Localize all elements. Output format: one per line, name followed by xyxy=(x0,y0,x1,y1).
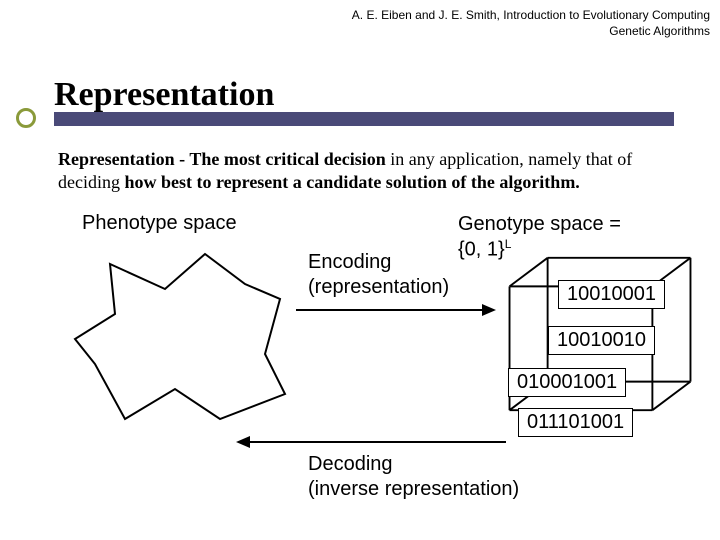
encoding-line1: Encoding xyxy=(308,251,391,273)
title-bullet-ring xyxy=(16,108,36,128)
cube-edge xyxy=(510,258,548,287)
decoding-line1: Decoding xyxy=(308,453,393,475)
phenotype-label: Phenotype space xyxy=(82,212,237,235)
encoding-line2: (representation) xyxy=(308,276,449,298)
encoding-arrow xyxy=(296,300,496,320)
title-wrap: Representation xyxy=(54,76,700,114)
body-bold-lead: Representation - The most critical decis… xyxy=(58,149,386,169)
header-line2: Genetic Algorithms xyxy=(352,24,710,40)
arrow-head-left-icon xyxy=(236,436,250,448)
phenotype-blob xyxy=(70,244,290,424)
bitstring-1: 10010001 xyxy=(558,280,665,309)
genotype-line2-pre: {0, 1} xyxy=(458,239,505,261)
bitstring-2: 10010010 xyxy=(548,326,655,355)
genotype-line1: Genotype space = xyxy=(458,213,621,235)
page-title: Representation xyxy=(54,76,700,114)
decoding-line2: (inverse representation) xyxy=(308,478,519,500)
header-line1: A. E. Eiben and J. E. Smith, Introductio… xyxy=(352,8,710,24)
encoding-label: Encoding (representation) xyxy=(308,250,449,300)
body-bold-tail: how best to represent a candidate soluti… xyxy=(124,172,579,192)
decoding-label: Decoding (inverse representation) xyxy=(308,452,519,502)
decoding-arrow xyxy=(236,432,506,452)
cube-edge xyxy=(652,382,690,411)
arrow-head-right-icon xyxy=(482,304,496,316)
blob-path xyxy=(75,254,285,419)
header-attribution: A. E. Eiben and J. E. Smith, Introductio… xyxy=(352,8,710,39)
bitstring-4: 011101001 xyxy=(518,408,633,437)
body-paragraph: Representation - The most critical decis… xyxy=(58,148,690,195)
title-underline-bar xyxy=(54,112,674,126)
bitstring-3: 010001001 xyxy=(508,368,626,397)
